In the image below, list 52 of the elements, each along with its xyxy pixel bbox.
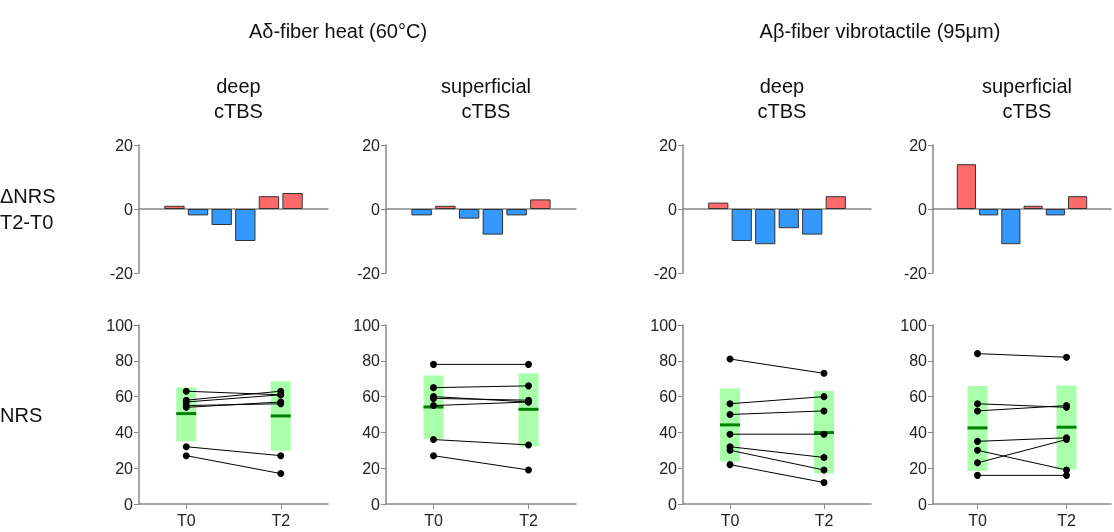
x-tick-label: T0 xyxy=(968,511,987,529)
y-tick-label: 60 xyxy=(659,388,678,406)
x-tick-label: T2 xyxy=(1057,511,1076,529)
x-tick-label: T0 xyxy=(720,511,740,529)
y-tick-label: 20 xyxy=(362,136,381,154)
y-tick-label: 60 xyxy=(115,388,134,406)
y-tick-label: 0 xyxy=(668,495,678,513)
chart-title: Aβ-fiber vibrotactile (95μm) xyxy=(759,20,1001,43)
y-tick-label: 80 xyxy=(362,352,381,370)
y-tick-label: 20 xyxy=(115,459,134,477)
y-tick-label: 0 xyxy=(124,495,134,513)
y-tick-label: 100 xyxy=(650,316,678,334)
y-tick-label: 20 xyxy=(659,459,678,477)
y-tick-label: 100 xyxy=(353,316,381,334)
y-tick-label: -20 xyxy=(653,264,678,282)
y-tick-label: 20 xyxy=(659,136,678,154)
y-tick-label: 0 xyxy=(918,200,928,218)
y-tick-label: 0 xyxy=(668,200,678,218)
y-tick-label: 40 xyxy=(659,423,678,441)
y-tick-label: 0 xyxy=(371,495,381,513)
y-tick-label: 100 xyxy=(900,316,928,334)
chart-subtitle: deep cTBS xyxy=(757,74,807,122)
y-tick-label: 40 xyxy=(362,423,381,441)
y-tick-label: 80 xyxy=(115,352,134,370)
chart-subtitle: superficial cTBS xyxy=(981,74,1073,122)
y-tick-label: 80 xyxy=(909,352,928,370)
chart-title: Aδ-fiber heat (60°C) xyxy=(248,20,428,43)
y-tick-label: 0 xyxy=(371,200,381,218)
y-tick-label: 100 xyxy=(106,316,134,334)
y-tick-label: -20 xyxy=(903,264,928,282)
x-tick-label: T0 xyxy=(176,511,196,529)
y-tick-label: 20 xyxy=(909,459,928,477)
y-tick-label: -20 xyxy=(109,264,134,282)
y-tick-label: 40 xyxy=(115,423,134,441)
y-tick-label: -20 xyxy=(356,264,381,282)
y-tick-label: 20 xyxy=(115,136,134,154)
y-tick-label: 60 xyxy=(909,388,928,406)
y-tick-label: 20 xyxy=(909,136,928,154)
y-axis-title: NRS xyxy=(0,403,43,426)
y-tick-label: 40 xyxy=(909,423,928,441)
chart-subtitle: deep cTBS xyxy=(214,74,263,122)
y-axis-title: ΔNRS T2-T0 xyxy=(0,185,56,233)
x-tick-label: T0 xyxy=(424,511,443,529)
x-tick-label: T2 xyxy=(519,511,538,529)
y-tick-label: 20 xyxy=(362,459,381,477)
chart-subtitle: superficial cTBS xyxy=(440,74,532,122)
x-tick-label: T2 xyxy=(814,511,834,529)
y-tick-label: 0 xyxy=(918,495,928,513)
x-tick-label: T2 xyxy=(271,511,291,529)
y-tick-label: 0 xyxy=(124,200,134,218)
y-tick-label: 80 xyxy=(659,352,678,370)
y-tick-label: 60 xyxy=(362,388,381,406)
